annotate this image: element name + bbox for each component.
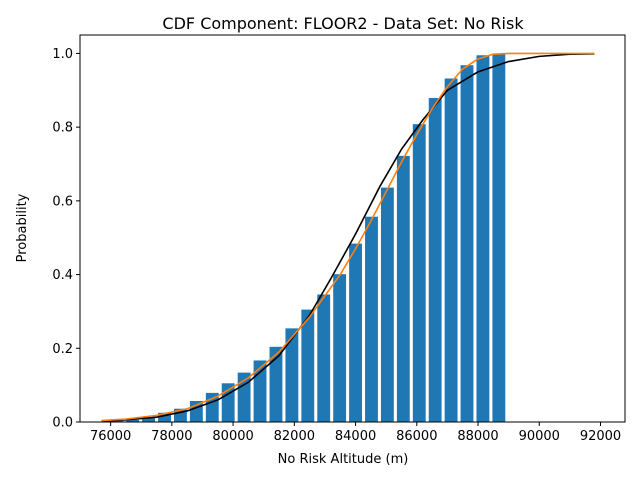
- y-axis: 0.0 0.2 0.4 0.6 0.8 1.0: [52, 47, 80, 431]
- bar: [142, 417, 156, 422]
- x-axis-label: No Risk Altitude (m): [278, 452, 409, 467]
- bar: [476, 55, 490, 423]
- x-tick-label: 82000: [274, 429, 315, 444]
- bar: [110, 420, 124, 422]
- x-tick-label: 76000: [90, 429, 131, 444]
- y-tick-label: 0.8: [52, 121, 73, 136]
- y-tick-label: 0.6: [52, 194, 73, 209]
- bar: [396, 155, 410, 422]
- x-tick-label: 80000: [212, 429, 253, 444]
- bar: [237, 372, 251, 422]
- bar: [428, 98, 442, 422]
- bar: [444, 78, 458, 423]
- bar: [460, 65, 474, 422]
- cdf-line-black: [101, 53, 595, 423]
- cdf-line-orange: [101, 52, 595, 422]
- lines-layer: [101, 52, 595, 423]
- y-tick-label: 1.0: [52, 47, 73, 62]
- x-tick-label: 86000: [396, 429, 437, 444]
- x-tick-label: 78000: [151, 429, 192, 444]
- x-tick-label: 84000: [335, 429, 376, 444]
- bar: [221, 383, 235, 422]
- y-tick-label: 0.0: [52, 416, 73, 431]
- bar: [365, 216, 378, 422]
- bar: [301, 309, 315, 422]
- x-tick-label: 88000: [457, 429, 498, 444]
- bar: [285, 328, 299, 422]
- bar: [333, 274, 347, 422]
- bar: [317, 294, 331, 422]
- y-tick-label: 0.2: [52, 342, 73, 357]
- bar: [126, 419, 140, 422]
- bar: [412, 124, 426, 422]
- y-tick-label: 0.4: [52, 268, 73, 283]
- y-axis-label: Probability: [15, 193, 30, 262]
- bar: [380, 187, 394, 422]
- bar: [349, 243, 362, 422]
- x-tick-label: 92000: [580, 429, 621, 444]
- x-axis: 76000 78000 80000 82000 84000 86000 88000 90000…: [90, 422, 621, 444]
- bar: [492, 54, 506, 423]
- x-tick-label: 90000: [519, 429, 560, 444]
- chart-title: CDF Component: FLOOR2 - Data Set: No Ris…: [162, 14, 524, 33]
- bar: [253, 360, 267, 422]
- bar: [269, 346, 283, 422]
- plot-frame: [79, 34, 626, 423]
- bars-layer: [110, 54, 506, 423]
- bar: [158, 412, 171, 422]
